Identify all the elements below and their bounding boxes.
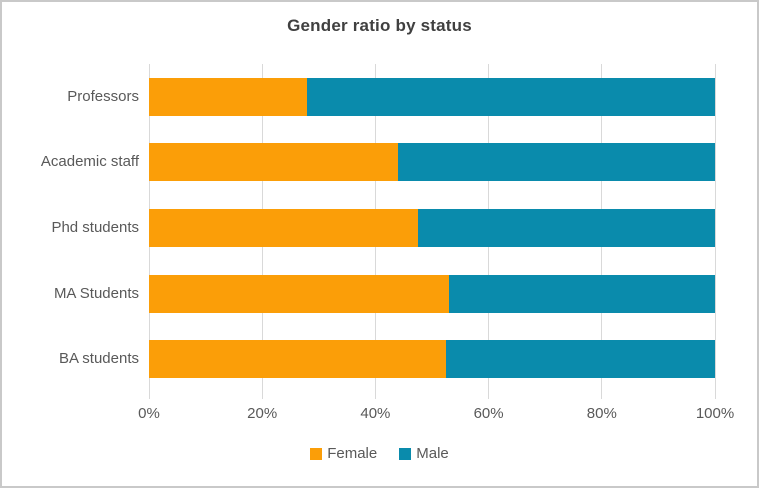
- bar-segment-male: [398, 143, 715, 182]
- legend-item: Female: [310, 445, 377, 462]
- category-label: Professors: [67, 87, 139, 105]
- x-tick-label: 40%: [360, 405, 391, 422]
- x-tick-label: 0%: [138, 405, 160, 422]
- legend-swatch-female: [310, 447, 323, 460]
- bar-segment-male: [446, 340, 715, 379]
- plot-area: [148, 64, 716, 399]
- bar-row: [149, 209, 715, 247]
- legend: Female Male: [2, 445, 757, 462]
- x-tick-label: 80%: [586, 405, 617, 422]
- x-tick-label: 100%: [695, 405, 735, 422]
- category-label: MA Students: [53, 284, 139, 302]
- bar-segment-male: [448, 274, 715, 313]
- legend-label: Male: [416, 445, 449, 462]
- bar-row: [149, 77, 715, 116]
- bar-row: [149, 143, 715, 182]
- bar-segment-male: [417, 209, 715, 247]
- bars: [149, 64, 715, 392]
- bar-segment-female: [149, 209, 418, 247]
- gridline: [714, 64, 716, 399]
- bar-row: [149, 340, 715, 379]
- x-tick-label: 20%: [247, 405, 278, 422]
- legend-item: Male: [399, 445, 449, 462]
- legend-swatch-male: [399, 447, 412, 460]
- bar-row: [149, 274, 715, 313]
- bar-segment-female: [149, 143, 399, 182]
- category-label: BA students: [58, 350, 139, 368]
- bar-segment-female: [149, 340, 447, 379]
- category-label: Academic staff: [40, 153, 139, 171]
- x-tick-label: 60%: [473, 405, 504, 422]
- chart-title: Gender ratio by status: [287, 16, 472, 35]
- bar-segment-female: [149, 77, 308, 116]
- legend-label: Female: [327, 445, 378, 462]
- bar-segment-female: [149, 274, 449, 313]
- category-label: Phd students: [51, 219, 139, 236]
- bar-segment-male: [307, 77, 715, 116]
